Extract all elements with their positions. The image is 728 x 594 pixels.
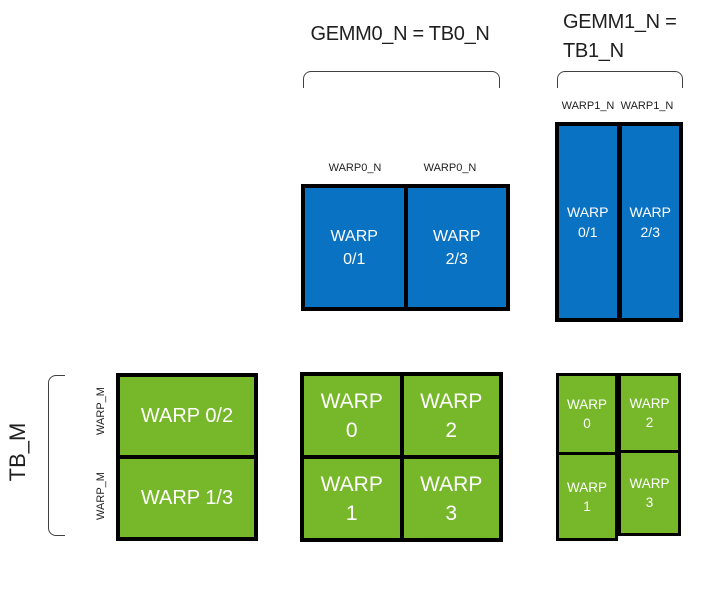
warp-cell-line2: 2 bbox=[645, 415, 654, 430]
warp-cell-2-3: WARP 2/3 bbox=[407, 188, 506, 307]
warp-row-0-2: WARP 0/2 bbox=[120, 377, 254, 455]
bottom-right-warp-box-left-column: WARP 0 WARP 1 bbox=[556, 373, 618, 541]
tb-m-bracket bbox=[48, 375, 65, 536]
warp-cell-line1: WARP bbox=[320, 472, 383, 496]
warp0-n-column-label-right: WARP0_N bbox=[423, 162, 477, 174]
warp-cell-line2: 1 bbox=[345, 501, 358, 525]
warp-cell-2: WARP 2 bbox=[403, 376, 499, 455]
warp-cell-line2: 2 bbox=[445, 418, 458, 442]
warp-cell-line1: WARP bbox=[420, 389, 483, 413]
warp-row-1-3: WARP 1/3 bbox=[120, 459, 254, 537]
gemm0-n-bracket bbox=[303, 71, 500, 88]
warp-cell-line1: WARP bbox=[567, 397, 607, 412]
warp-cell-line2: 3 bbox=[645, 495, 654, 510]
warp-cell-line2: 0 bbox=[345, 418, 358, 442]
warp-row-label: WARP 0/2 bbox=[140, 404, 234, 427]
warp-cell-line1: WARP bbox=[320, 389, 383, 413]
warp-m-label-row1: WARP_M bbox=[95, 472, 107, 520]
warp-cell-2-3: WARP 2/3 bbox=[621, 126, 679, 318]
warp-cell-line2: 0/1 bbox=[578, 224, 598, 240]
warp-cell-2: WARP 2 bbox=[621, 376, 678, 450]
warp-cell-line1: WARP bbox=[629, 396, 670, 411]
bottom-right-warp-box-right-column: WARP 2 WARP 3 bbox=[618, 373, 681, 536]
warp-cell-line1: WARP bbox=[629, 476, 670, 491]
warp-cell-1: WARP 1 bbox=[559, 455, 615, 538]
warp-row-label: WARP 1/3 bbox=[140, 486, 234, 509]
warp-cell-0: WARP 0 bbox=[304, 376, 400, 455]
warp-cell-line1: WARP bbox=[433, 227, 481, 245]
warp-cell-line2: 3 bbox=[445, 501, 458, 525]
warp-cell-3: WARP 3 bbox=[621, 453, 678, 533]
bottom-center-warp-box: WARP 0 WARP 2 WARP 1 WARP 3 bbox=[300, 372, 503, 542]
gemm1-n-label-line1: GEMM1_N = bbox=[563, 11, 677, 33]
warp1-n-column-label-left: WARP1_N bbox=[561, 100, 615, 112]
top-center-warp-box: WARP 0/1 WARP 2/3 bbox=[301, 184, 510, 311]
gemm0-n-label: GEMM0_N = TB0_N bbox=[310, 23, 490, 45]
top-right-warp-box: WARP 0/1 WARP 2/3 bbox=[555, 122, 683, 322]
gemm1-n-label-line2: TB1_N bbox=[563, 40, 624, 62]
warp-cell-line1: WARP bbox=[420, 472, 483, 496]
warp-cell-line2: 1 bbox=[583, 498, 591, 514]
warp-cell-0-1: WARP 0/1 bbox=[559, 126, 617, 318]
bottom-left-warp-box: WARP 0/2 WARP 1/3 bbox=[116, 373, 258, 541]
gemm1-n-bracket bbox=[557, 71, 683, 88]
warp-cell-line1: WARP bbox=[567, 479, 607, 495]
warp-cell-line1: WARP bbox=[629, 204, 671, 220]
warp-cell-line2: 2/3 bbox=[640, 224, 660, 240]
warp-cell-3: WARP 3 bbox=[403, 459, 499, 538]
gemm1-n-label: GEMM1_N = TB1_N bbox=[563, 8, 703, 66]
warp-cell-line1: WARP bbox=[567, 204, 609, 220]
warp-cell-0-1: WARP 0/1 bbox=[305, 188, 404, 307]
warp-m-label-row0: WARP_M bbox=[95, 387, 107, 435]
warp1-n-column-label-right: WARP1_N bbox=[620, 100, 674, 112]
warp-cell-line2: 0/1 bbox=[343, 250, 366, 268]
warp0-n-column-label-left: WARP0_N bbox=[328, 162, 382, 174]
warp-cell-1: WARP 1 bbox=[304, 459, 400, 538]
tb-m-label: TB_M bbox=[5, 422, 30, 482]
warp-cell-line1: WARP bbox=[330, 227, 378, 245]
warp-cell-0: WARP 0 bbox=[559, 376, 615, 452]
warp-cell-line2: 0 bbox=[583, 416, 591, 431]
warp-cell-line2: 2/3 bbox=[445, 250, 468, 268]
